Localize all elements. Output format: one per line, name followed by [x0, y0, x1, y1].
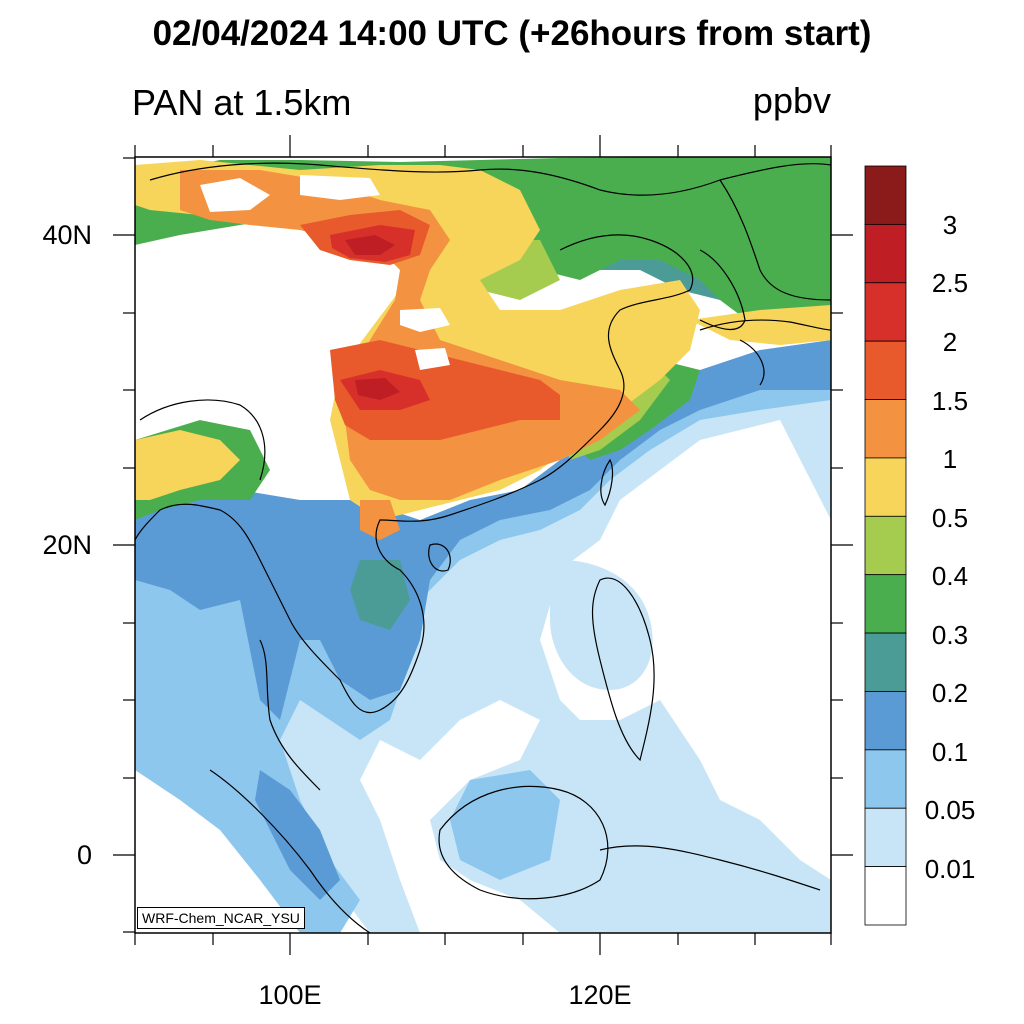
- colorbar-swatch: [864, 165, 907, 225]
- colorbar-swatch: [864, 691, 907, 751]
- colorbar-swatch: [864, 282, 907, 342]
- colorbar: [864, 165, 907, 926]
- field-darkred: [355, 378, 400, 400]
- colorbar-label: 0.05: [924, 795, 976, 825]
- colorbar-label: 0.2: [931, 678, 969, 708]
- colorbar-label: 2: [942, 327, 958, 357]
- variable-label: PAN at 1.5km: [132, 82, 352, 123]
- colorbar-label: 0.1: [931, 737, 969, 767]
- colorbar-label: 2.5: [931, 268, 969, 298]
- field-yellow-c: [690, 305, 831, 345]
- field-midblue-b: [255, 770, 340, 900]
- lon-label-100e: 100E: [258, 980, 322, 1010]
- colorbar-swatch: [864, 574, 907, 634]
- coastlines: [135, 162, 831, 933]
- field-midblue: [135, 340, 831, 720]
- colorbar-label: 0.01: [924, 854, 976, 884]
- colorbar-swatch: [864, 457, 907, 517]
- colorbar-swatch: [864, 866, 907, 926]
- colorbar-swatch: [864, 223, 907, 284]
- colorbar-label: 1.5: [931, 386, 969, 416]
- colorbar-swatch: [864, 749, 907, 809]
- colorbar-swatch: [864, 340, 907, 400]
- colorbar-swatch: [864, 807, 907, 868]
- colorbar-label: 0.4: [931, 561, 969, 591]
- colorbar-swatch: [864, 399, 907, 459]
- lon-label-120e: 120E: [568, 980, 632, 1010]
- colorbar-swatch: [864, 632, 907, 692]
- model-watermark: WRF-Chem_NCAR_YSU: [137, 907, 305, 929]
- field-darkred-b: [345, 235, 395, 255]
- colorbar-swatch: [864, 515, 907, 576]
- field-lightblue-b: [550, 560, 653, 690]
- field-redorange: [330, 340, 560, 440]
- lat-label-40n: 40N: [42, 220, 92, 250]
- field-teal-b: [350, 560, 410, 630]
- concentration-field: [135, 157, 831, 933]
- axis-ticks: [113, 135, 853, 955]
- lat-label-0: 0: [76, 840, 92, 870]
- lat-label-20n: 20N: [42, 530, 92, 560]
- colorbar-label: 0.5: [931, 503, 969, 533]
- colorbar-label: 0.3: [931, 620, 969, 650]
- colorbar-label: 3: [942, 210, 958, 240]
- colorbar-label: 1: [942, 444, 958, 474]
- field-yellow-b: [135, 430, 240, 500]
- field-lightblue: [135, 370, 831, 933]
- field-skyblue-b: [450, 770, 560, 880]
- units-label: ppbv: [752, 80, 831, 121]
- map-title: 02/04/2024 14:00 UTC (+26hours from star…: [152, 14, 872, 53]
